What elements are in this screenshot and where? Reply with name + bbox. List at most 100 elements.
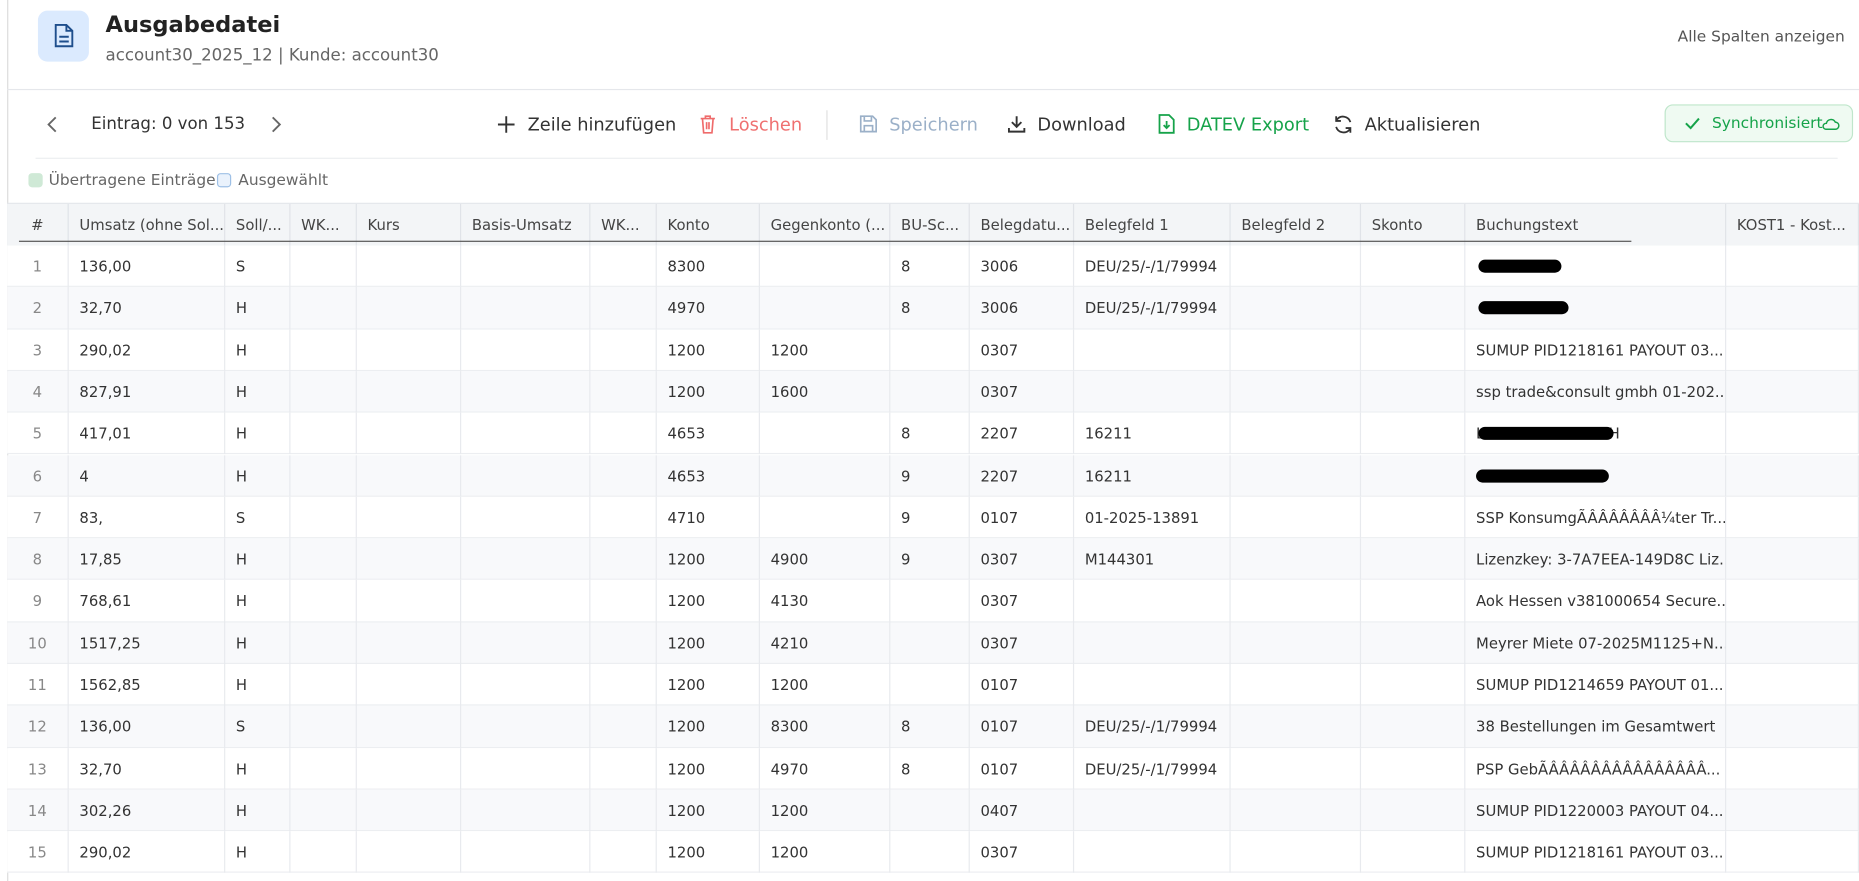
table-cell — [590, 496, 657, 539]
column-header[interactable]: Skonto — [1361, 203, 1466, 246]
table-cell: Aok Hessen v381000654 Secure... — [1465, 580, 1727, 623]
table-cell: S — [225, 245, 291, 288]
table-cell — [290, 789, 357, 832]
table-cell — [1231, 287, 1362, 330]
table-cell — [890, 371, 970, 413]
table-cell: 4653 — [657, 454, 760, 497]
row-number: 6 — [7, 454, 69, 497]
redaction — [1478, 259, 1562, 273]
table-cell — [760, 454, 891, 497]
table-cell: 4970 — [760, 747, 891, 790]
table-row[interactable] — [7, 705, 1859, 748]
datev-export-button[interactable]: DATEV Export — [1186, 113, 1310, 136]
column-header[interactable]: Gegenkonto (... — [760, 203, 891, 246]
table-row[interactable] — [7, 538, 1859, 581]
title: Ausgabedatei — [105, 11, 281, 38]
table-cell — [461, 580, 591, 623]
column-header[interactable]: Kurs — [357, 203, 462, 246]
column-header[interactable]: Basis-Umsatz — [461, 203, 591, 246]
prev-button[interactable] — [46, 116, 58, 133]
table-cell — [357, 831, 462, 874]
table-cell: H — [225, 287, 291, 330]
table-row[interactable] — [7, 789, 1859, 832]
row-number: 3 — [7, 329, 69, 372]
table-row[interactable] — [7, 371, 1859, 413]
table-cell: S — [225, 496, 291, 539]
column-header[interactable]: Buchungstext — [1465, 203, 1727, 246]
table-cell: 32,70 — [69, 287, 226, 330]
table-cell — [461, 287, 591, 330]
column-header[interactable]: Belegfeld 1 — [1074, 203, 1231, 246]
column-header[interactable]: BU-Sc... — [890, 203, 970, 246]
table-cell: 1200 — [760, 329, 891, 372]
table-cell — [1726, 496, 1859, 539]
table-row[interactable] — [7, 747, 1859, 790]
table-cell — [357, 747, 462, 790]
table-cell — [590, 664, 657, 706]
subtitle: account30_2025_12 | Kunde: account30 — [105, 46, 439, 66]
table-cell — [1231, 664, 1362, 706]
legend-label: Übertragene Einträge — [48, 171, 216, 190]
column-header[interactable]: Soll/... — [225, 203, 291, 246]
row-number: 2 — [7, 287, 69, 330]
table-row[interactable] — [7, 664, 1859, 706]
table-cell — [590, 287, 657, 330]
table-cell: 0107 — [970, 664, 1075, 706]
table-cell — [760, 496, 891, 539]
download-icon — [1007, 116, 1026, 133]
table-cell: 136,00 — [69, 245, 226, 288]
download-button[interactable]: Download — [1037, 113, 1126, 136]
table-row[interactable] — [7, 622, 1859, 664]
column-header[interactable]: Konto — [657, 203, 760, 246]
column-header[interactable]: Umsatz (ohne Sol... — [69, 203, 226, 246]
table-cell: 290,02 — [69, 329, 226, 372]
column-header[interactable]: Belegdatu... — [970, 203, 1075, 246]
table-cell — [290, 412, 357, 455]
table-row[interactable] — [7, 831, 1859, 874]
column-header[interactable]: KOST1 - Kost... — [1726, 203, 1859, 246]
table-cell — [357, 538, 462, 581]
table-cell: Meyrer Miete 07-2025M1125+N... — [1465, 622, 1727, 664]
show-all-columns[interactable]: Alle Spalten anzeigen — [1677, 28, 1845, 47]
row-number: 13 — [7, 747, 69, 790]
table-cell: H — [225, 580, 291, 623]
refresh-button[interactable]: Aktualisieren — [1364, 113, 1481, 136]
table-row[interactable] — [7, 496, 1859, 539]
column-header[interactable]: WK... — [590, 203, 657, 246]
table-cell: 9 — [890, 454, 970, 497]
column-header[interactable]: Belegfeld 2 — [1231, 203, 1362, 246]
table-cell — [760, 287, 891, 330]
table-cell — [1361, 789, 1466, 832]
table-cell: S — [225, 705, 291, 748]
table-cell — [290, 245, 357, 288]
table-cell: 8300 — [657, 245, 760, 288]
delete-button[interactable]: Löschen — [729, 113, 803, 136]
table-cell — [590, 622, 657, 664]
table-cell: 1200 — [657, 705, 760, 748]
table-cell — [890, 789, 970, 832]
legend-label: Ausgewählt — [238, 171, 329, 190]
table-cell — [890, 329, 970, 372]
table-cell: 4710 — [657, 496, 760, 539]
table-cell — [1231, 371, 1362, 413]
column-header[interactable]: # — [7, 203, 69, 246]
refresh-icon — [1335, 115, 1352, 134]
icon — [54, 23, 74, 48]
save-button[interactable]: Speichern — [889, 113, 978, 136]
row-number: 1 — [7, 245, 69, 288]
next-button[interactable] — [270, 116, 282, 133]
redaction — [1476, 468, 1609, 482]
table-cell — [590, 454, 657, 497]
column-header[interactable]: WK... — [290, 203, 357, 246]
table-cell: 417,01 — [69, 412, 226, 455]
sync-status[interactable]: Synchronisiert — [1664, 104, 1854, 143]
table-cell: 8 — [890, 245, 970, 288]
table-row[interactable] — [7, 580, 1859, 623]
table-cell: 1200 — [657, 538, 760, 581]
table-cell: 1562,85 — [69, 664, 226, 706]
table-row[interactable] — [7, 329, 1859, 372]
table-cell: 9 — [890, 538, 970, 581]
add-row-button[interactable]: Zeile hinzufügen — [527, 113, 677, 136]
table-cell: ssp trade&consult gmbh 01-202... — [1465, 371, 1727, 413]
table-cell — [1231, 538, 1362, 581]
